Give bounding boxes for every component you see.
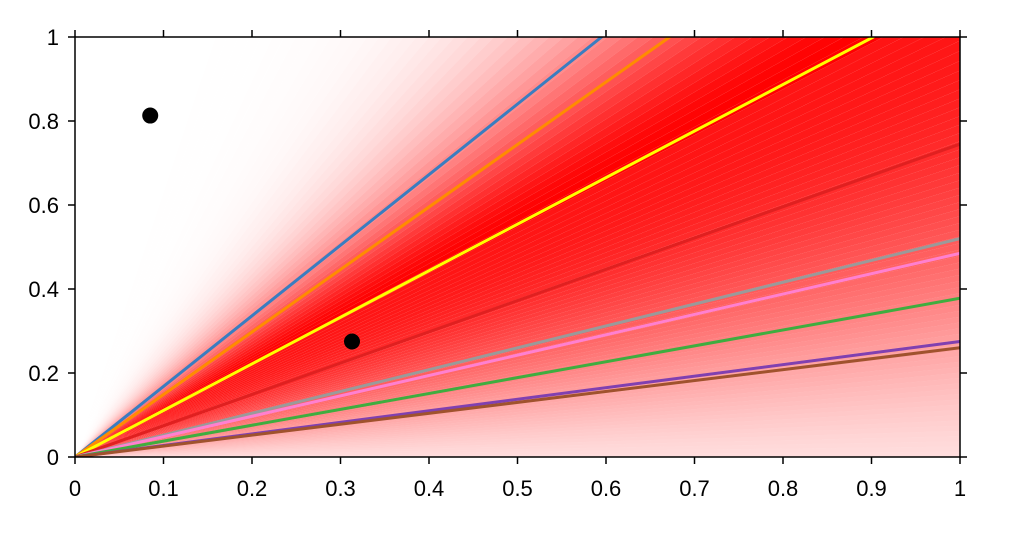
density-wedge	[75, 124, 960, 457]
series-line-5	[75, 237, 960, 457]
x-tick-label: 0.1	[148, 476, 179, 501]
density-wedge	[75, 37, 904, 457]
y-tick-label: 0.2	[28, 361, 59, 386]
density-wedge	[75, 305, 960, 457]
density-wedge	[75, 383, 960, 457]
x-tick-label: 0.3	[325, 476, 356, 501]
y-tick-label: 0	[47, 445, 59, 470]
density-wedge	[75, 409, 960, 457]
density-wedge	[75, 37, 468, 457]
y-tick-label: 1	[47, 25, 59, 50]
density-wedge	[75, 37, 946, 457]
density-wedge	[75, 37, 771, 457]
density-wedge	[75, 37, 495, 457]
density-wedge	[75, 333, 960, 457]
density-wedge	[75, 399, 960, 457]
density-wedge	[75, 404, 960, 457]
series-line-4	[75, 142, 960, 457]
density-wedge	[75, 37, 564, 457]
series-line-9	[75, 346, 960, 457]
density-wedge	[75, 37, 455, 457]
density-wedge	[75, 37, 509, 457]
density-wedge	[75, 37, 579, 457]
density-wedge	[75, 394, 960, 457]
x-tick-label: 0.7	[679, 476, 710, 501]
density-wedge	[75, 436, 960, 457]
density-wedge	[75, 37, 825, 457]
density-wedge	[75, 425, 960, 457]
density-wedge	[75, 37, 536, 457]
density-shading	[75, 37, 960, 457]
density-wedge	[75, 310, 960, 457]
series-line-3	[75, 37, 875, 457]
density-wedge	[75, 328, 960, 457]
density-wedge	[75, 37, 807, 457]
density-wedge	[75, 361, 960, 457]
density-wedge	[75, 37, 960, 457]
density-wedge	[75, 322, 960, 457]
x-tick-label: 0.9	[856, 476, 887, 501]
density-wedge	[75, 37, 753, 457]
density-wedge	[75, 420, 960, 457]
density-wedge	[75, 37, 417, 457]
density-wedge	[75, 37, 686, 457]
x-tick-label: 0	[69, 476, 81, 501]
density-wedge	[75, 37, 845, 457]
density-wedge	[75, 367, 960, 457]
tick-labels: 0 0.1 0.2 0.3 0.4 0.5 0.6 0.7 0.8 0.9 1 0 0.2 0.4 0.6 0…	[28, 25, 966, 501]
series-line-2	[75, 37, 672, 457]
x-tick-label: 0.4	[414, 476, 445, 501]
density-wedge	[75, 388, 960, 457]
density-wedge	[75, 430, 960, 457]
density-wedge	[75, 415, 960, 457]
x-tick-label: 0.5	[502, 476, 533, 501]
density-wedge	[75, 441, 960, 457]
tick-marks	[68, 30, 967, 464]
density-wedge	[75, 377, 960, 457]
density-wedge	[75, 37, 639, 457]
density-wedge	[75, 446, 960, 457]
density-wedge	[75, 316, 960, 457]
series-line-1	[75, 37, 604, 457]
density-wedge	[75, 37, 789, 457]
density-wedge	[75, 37, 623, 457]
density-wedge	[75, 37, 442, 457]
density-wedge	[75, 50, 960, 457]
density-wedge	[75, 451, 960, 457]
series-lines	[75, 37, 960, 457]
series-line-6	[75, 251, 960, 457]
density-wedge	[75, 37, 702, 457]
density-wedge	[75, 37, 925, 457]
data-point-1	[142, 107, 159, 124]
y-tick-label: 0.6	[28, 193, 59, 218]
series-line-7	[75, 296, 960, 457]
density-wedge	[75, 187, 960, 457]
density-wedge	[75, 98, 960, 457]
density-wedge	[75, 372, 960, 457]
density-wedge	[75, 37, 550, 457]
data-point-2	[344, 333, 361, 350]
density-wedge	[75, 37, 404, 457]
density-wedge	[75, 37, 654, 457]
y-tick-label: 0.4	[28, 277, 59, 302]
density-wedge	[75, 37, 430, 457]
density-wedge	[75, 37, 392, 457]
x-tick-label: 0.2	[237, 476, 268, 501]
density-wedge	[75, 356, 960, 457]
x-tick-label: 0.8	[768, 476, 799, 501]
y-tick-label: 0.8	[28, 109, 59, 134]
density-wedge	[75, 37, 482, 457]
x-tick-label: 0.6	[591, 476, 622, 501]
density-wedge	[75, 37, 522, 457]
density-wedge	[75, 37, 736, 457]
data-points	[142, 107, 361, 350]
density-wedge	[75, 37, 719, 457]
x-tick-label: 1	[954, 476, 966, 501]
